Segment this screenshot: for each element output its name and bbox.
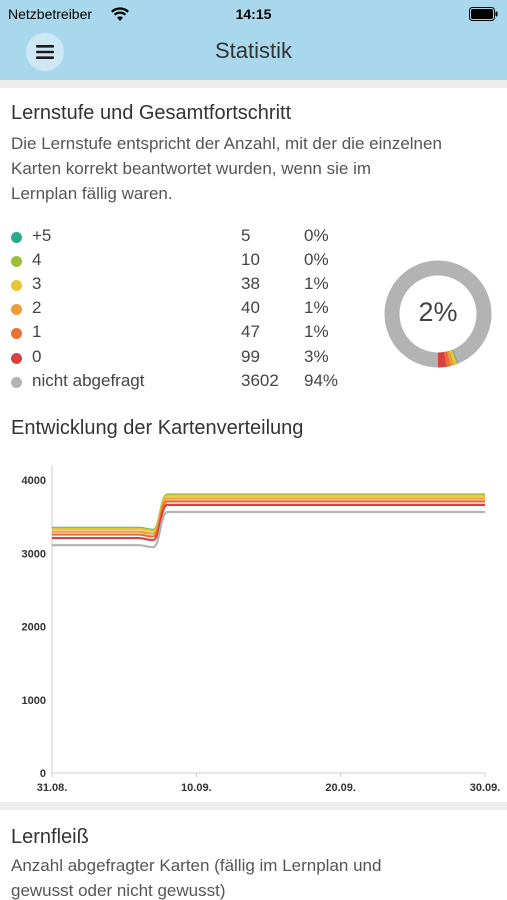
level-section-description: Die Lernstufe entspricht der Anzahl, mit… — [11, 131, 501, 206]
level-count: 99 — [241, 347, 260, 366]
distribution-chart: 0 1000 2000 3000 4000 31.08. 10.09. 20.09. 30.09… — [22, 465, 501, 794]
level-count: 47 — [241, 322, 260, 341]
hamburger-icon — [36, 45, 54, 59]
level-label: 0 — [32, 347, 42, 366]
level-percent: 0% — [304, 250, 329, 269]
level-percent: 1% — [304, 322, 329, 341]
x-tick-label: 10.09. — [181, 782, 212, 794]
y-tick-label: 2000 — [22, 622, 46, 634]
distribution-section-title: Entwicklung der Kartenverteilung — [11, 417, 304, 439]
y-tick-label: 3000 — [22, 548, 46, 560]
series-line-0 — [51, 503, 485, 542]
level-count: 38 — [241, 274, 260, 293]
level-percent: 3% — [304, 347, 329, 366]
series-line-2 — [52, 497, 485, 535]
navigation-header: Netzbetreiber 14:15 Statistik — [0, 0, 507, 80]
donut-slice — [384, 260, 492, 368]
legend-row-0: 0 99 3% — [11, 347, 371, 371]
level-count: 40 — [241, 298, 260, 317]
level-color-dot — [11, 328, 22, 339]
menu-button[interactable] — [26, 33, 64, 71]
level-color-dot — [11, 232, 22, 243]
level-color-dot — [11, 353, 22, 364]
level-percent: 0% — [304, 226, 329, 245]
level-color-dot — [11, 304, 22, 315]
x-tick-label: 30.09. — [470, 782, 501, 794]
donut-slice — [384, 260, 492, 368]
level-label: nicht abgefragt — [32, 371, 145, 390]
legend-row-plus5: +5 5 0% — [11, 226, 371, 250]
y-tick-label: 0 — [40, 768, 46, 780]
legend-row-3: 3 38 1% — [11, 274, 371, 298]
legend-row-4: 4 10 0% — [11, 250, 371, 274]
y-tick-label: 1000 — [22, 695, 46, 707]
legend-row-1: 1 47 1% — [11, 322, 371, 346]
series-line-1 — [51, 500, 485, 538]
level-label: 3 — [32, 274, 42, 293]
diligence-section-title: Lernfleiß — [11, 826, 89, 848]
page-title: Statistik — [214, 38, 293, 63]
x-tick-label: 31.08. — [37, 782, 68, 794]
donut-slice — [384, 260, 492, 368]
level-count: 3602 — [241, 371, 279, 390]
level-label: 4 — [32, 250, 42, 269]
description-line: gewusst oder nicht gewusst) — [11, 881, 226, 900]
description-line: Die Lernstufe entspricht der Anzahl, mit… — [11, 134, 442, 153]
level-percent: 1% — [304, 274, 329, 293]
level-color-dot — [11, 280, 22, 291]
section-divider — [0, 80, 507, 88]
progress-donut — [384, 260, 492, 368]
donut-slice — [384, 260, 492, 368]
level-label: +5 — [32, 226, 52, 245]
carrier-label: Netzbetreiber — [8, 6, 93, 22]
level-color-dot — [11, 377, 22, 388]
total-progress-label: 2% — [418, 297, 458, 327]
status-time: 14:15 — [235, 6, 272, 22]
section-divider — [0, 802, 507, 810]
description-line: Karten korrekt beantwortet wurden, wenn … — [11, 159, 372, 178]
level-section-title: Lernstufe und Gesamtfortschritt — [11, 102, 292, 124]
legend-row-not-queried: nicht abgefragt 3602 94% — [11, 371, 371, 395]
legend-row-2: 2 40 1% — [11, 298, 371, 322]
level-count: 5 — [241, 226, 251, 245]
level-percent: 94% — [304, 371, 339, 390]
donut-slice-not-queried — [384, 260, 492, 368]
level-count: 10 — [241, 250, 260, 269]
battery-icon — [469, 7, 498, 21]
series-line-nicht abgefragt — [52, 510, 485, 549]
diligence-section-description: Anzahl abgefragter Karten (fällig im Ler… — [11, 853, 501, 900]
level-color-dot — [11, 256, 22, 267]
description-line: Anzahl abgefragter Karten (fällig im Ler… — [11, 856, 382, 875]
series-line-3 — [51, 494, 485, 533]
description-line: Lernplan fällig waren. — [11, 184, 173, 203]
wifi-icon — [111, 7, 129, 21]
x-tick-label: 20.09. — [325, 782, 356, 794]
level-percent: 1% — [304, 298, 329, 317]
level-label: 2 — [32, 298, 42, 317]
level-label: 1 — [32, 322, 42, 341]
y-tick-label: 4000 — [22, 475, 46, 487]
status-bar: Netzbetreiber 14:15 — [0, 0, 507, 28]
